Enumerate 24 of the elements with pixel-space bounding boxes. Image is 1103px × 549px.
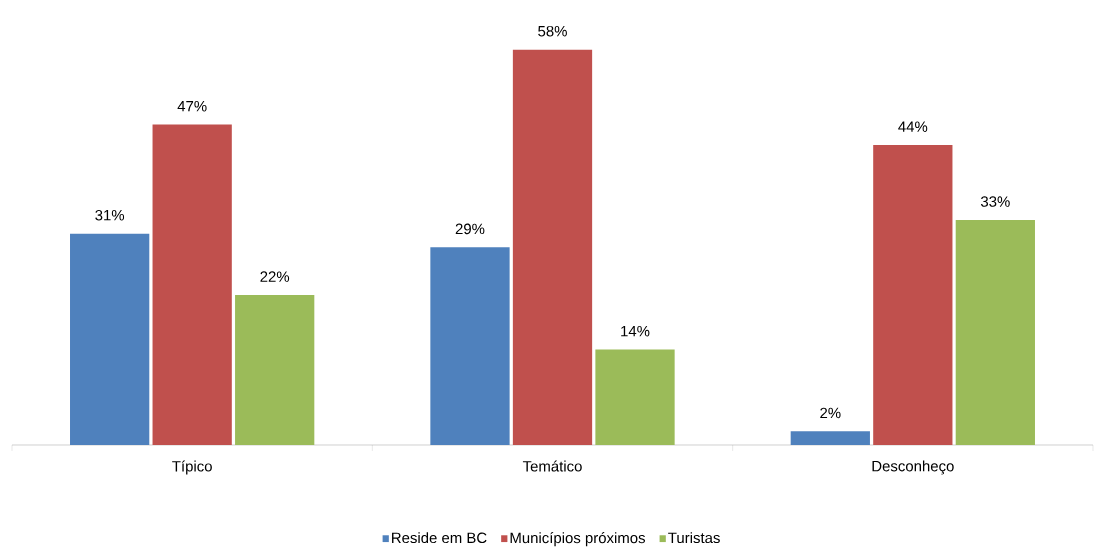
legend-label: Reside em BC xyxy=(392,532,487,543)
x-tick-label: Típico xyxy=(172,460,212,475)
bar xyxy=(430,247,510,445)
data-label: 58% xyxy=(538,25,567,37)
bar xyxy=(70,233,150,445)
x-tick-label: Temático xyxy=(522,460,582,472)
legend-label: Municípios próximos xyxy=(510,531,646,547)
data-label: 29% xyxy=(455,223,485,234)
bar xyxy=(512,49,593,445)
data-label: 14% xyxy=(621,325,650,337)
data-label: 47% xyxy=(177,100,207,112)
data-label: 2% xyxy=(820,407,841,419)
data-label: 22% xyxy=(260,271,290,282)
bar xyxy=(790,431,870,445)
legend-label: Turistas xyxy=(668,532,720,543)
bar xyxy=(955,219,1035,445)
data-label: 33% xyxy=(980,196,1010,207)
bar xyxy=(152,124,232,445)
x-tick-label: Desconheço xyxy=(872,460,954,475)
bar xyxy=(235,294,315,445)
bar xyxy=(595,349,675,445)
bar xyxy=(873,144,953,445)
data-label: 31% xyxy=(95,209,125,221)
data-label: 44% xyxy=(898,121,928,132)
